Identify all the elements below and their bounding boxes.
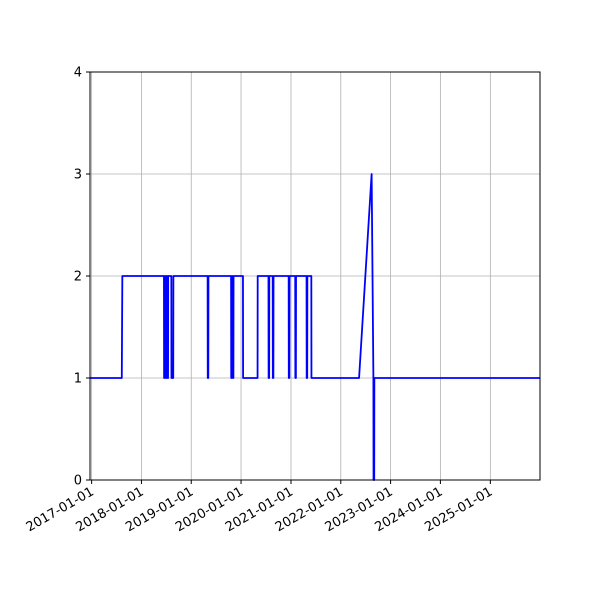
- y-axis: 0 1 2 3 4: [74, 66, 90, 489]
- series-line-0: [90, 173, 540, 481]
- y-tick-label: 0: [74, 474, 82, 489]
- y-tick-label: 4: [74, 66, 82, 81]
- series-lines: [90, 173, 540, 481]
- y-tick-label: 2: [74, 270, 82, 285]
- y-tick-label: 1: [74, 372, 82, 387]
- y-tick-label: 3: [74, 168, 82, 183]
